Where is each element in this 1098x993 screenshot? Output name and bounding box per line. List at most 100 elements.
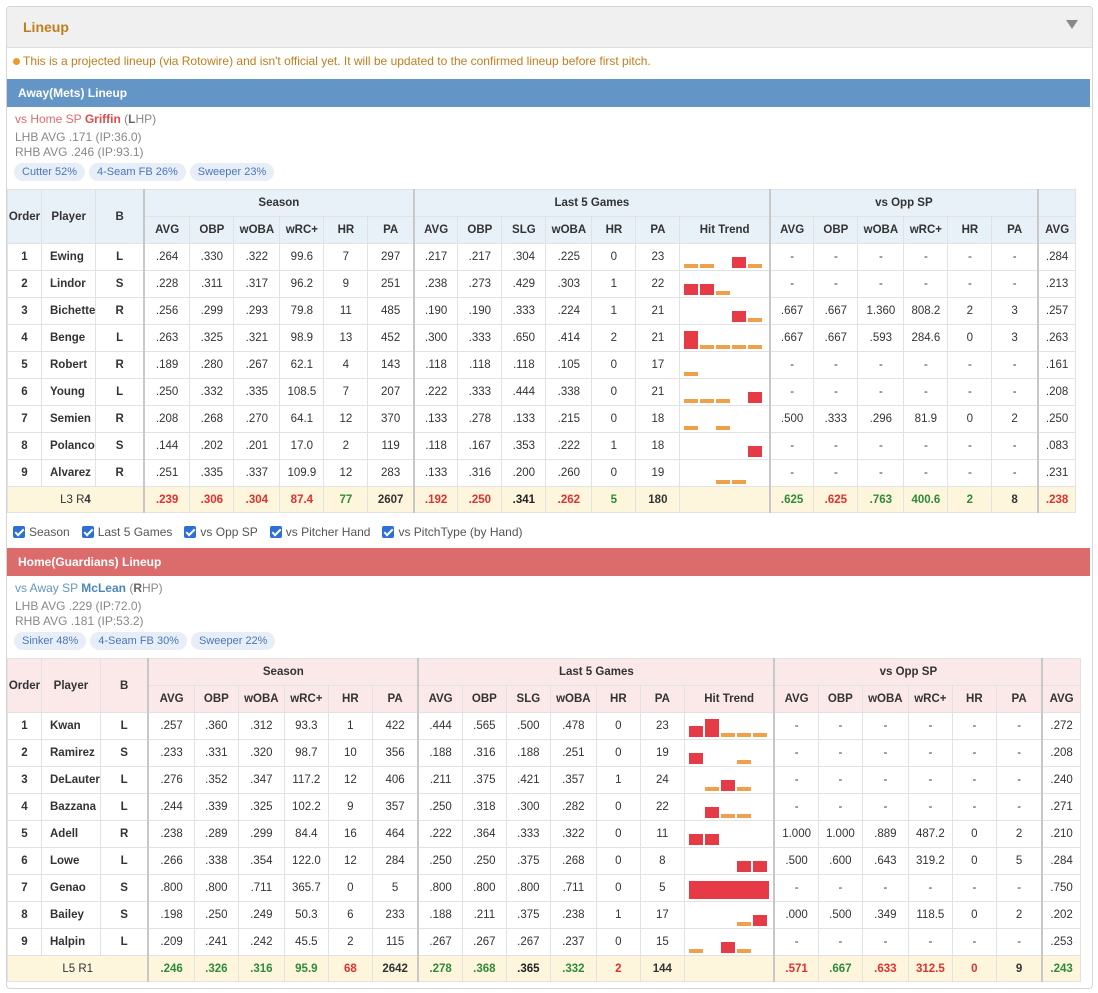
player-name[interactable]: Alvarez xyxy=(40,459,97,487)
table-row[interactable]: 5 Robert R .189.280.267 62.1 4 143.118.118.118… xyxy=(7,351,1077,379)
col-last5-stat[interactable]: SLG xyxy=(501,216,547,244)
col-opp-stat[interactable]: PA xyxy=(991,216,1039,244)
player-name[interactable]: Ramirez xyxy=(41,739,101,767)
table-row[interactable]: 4 Benge L .263.325.321 98.9 13 452.300.333.650… xyxy=(7,324,1077,352)
col-season-stat[interactable]: wRC+ xyxy=(279,216,325,244)
table-row[interactable]: 9 Halpin L .209.241.242 45.5 2 115.267.267.267… xyxy=(7,928,1081,956)
col-last5-stat[interactable]: Hit Trend xyxy=(683,685,775,713)
table-row[interactable]: 2 Ramirez S .233.331.320 98.7 10 356.188.316.1… xyxy=(7,739,1081,767)
col-order[interactable]: Order xyxy=(7,658,42,713)
col-season-stat[interactable]: AVG xyxy=(147,685,195,713)
filter-checkbox[interactable]: Season xyxy=(13,525,70,539)
filter-checkbox[interactable]: vs Pitcher Hand xyxy=(269,525,370,539)
col-season-stat[interactable]: HR xyxy=(323,216,369,244)
col-last5-stat[interactable]: PA xyxy=(639,685,685,713)
checkbox-checked-icon[interactable] xyxy=(81,526,94,538)
collapse-triangle-icon[interactable] xyxy=(1066,20,1078,29)
col-last5-stat[interactable]: SLG xyxy=(505,685,551,713)
col-bat[interactable]: B xyxy=(95,189,145,244)
player-name[interactable]: Semien xyxy=(40,405,97,433)
col-season-stat[interactable]: AVG xyxy=(142,216,191,244)
away-sp-name[interactable]: Griffin xyxy=(84,112,121,126)
table-row[interactable]: 1 Kwan L .257.360.312 93.3 1 422.444.565.500.4… xyxy=(7,712,1081,740)
col-season-stat[interactable]: wRC+ xyxy=(283,685,329,713)
player-name[interactable]: Bazzana xyxy=(41,793,101,821)
total-last5-stat: 180 xyxy=(635,486,681,513)
hit-trend-cell xyxy=(679,297,771,325)
player-name[interactable]: Young xyxy=(40,378,97,406)
table-row[interactable]: 2 Lindor S .228.311.317 96.2 9 251.238.273.429… xyxy=(7,270,1077,298)
col-opp-stat[interactable]: HR xyxy=(951,685,997,713)
checkbox-checked-icon[interactable] xyxy=(269,526,282,538)
checkbox-checked-icon[interactable] xyxy=(13,526,25,538)
col-last5-stat[interactable]: HR xyxy=(591,216,637,244)
col-opp-stat[interactable]: OBP xyxy=(813,216,859,244)
player-name[interactable]: Lowe xyxy=(41,847,101,875)
player-name[interactable]: Kwan xyxy=(41,712,101,740)
col-last5-stat[interactable]: AVG xyxy=(412,216,459,244)
col-opp-stat[interactable]: wRC+ xyxy=(903,216,949,244)
player-name[interactable]: Ewing xyxy=(40,243,97,271)
home-sp-name[interactable]: McLean xyxy=(81,581,126,595)
col-player[interactable]: Player xyxy=(40,189,97,244)
col-last5-stat[interactable]: Hit Trend xyxy=(679,216,771,244)
col-season-stat[interactable]: PA xyxy=(371,685,419,713)
table-row[interactable]: 6 Lowe L .266.338.354 122.0 12 284.250.250.375… xyxy=(7,847,1081,875)
table-row[interactable]: 7 Genao S .800.800.711 365.7 0 5.800.800.800.7… xyxy=(7,874,1081,902)
table-row[interactable]: 5 Adell R .238.289.299 84.4 16 464.222.364.333… xyxy=(7,820,1081,848)
col-last5-stat[interactable]: OBP xyxy=(461,685,507,713)
col-opp-stat[interactable]: HR xyxy=(947,216,993,244)
player-name[interactable]: Adell xyxy=(41,820,101,848)
col-last5-stat[interactable]: wOBA xyxy=(549,685,597,713)
player-name[interactable]: Genao xyxy=(41,874,101,902)
col-season-stat[interactable]: wOBA xyxy=(237,685,285,713)
col-season-stat[interactable]: PA xyxy=(367,216,415,244)
table-row[interactable]: 6 Young L .250.332.335 108.5 7 207.222.333.444… xyxy=(7,378,1077,406)
col-opp-stat[interactable]: AVG xyxy=(768,216,815,244)
col-season-stat[interactable]: HR xyxy=(327,685,373,713)
col-opp-stat[interactable]: OBP xyxy=(817,685,863,713)
filter-checkbox[interactable]: vs PitchType (by Hand) xyxy=(382,525,523,539)
col-opp-stat[interactable]: wRC+ xyxy=(907,685,953,713)
filter-checkbox[interactable]: vs Opp SP xyxy=(184,525,258,539)
col-bat[interactable]: B xyxy=(99,658,149,713)
col-opp-stat[interactable]: PA xyxy=(995,685,1043,713)
player-name[interactable]: Bailey xyxy=(41,901,101,929)
col-season-stat[interactable]: wOBA xyxy=(233,216,281,244)
player-name[interactable]: Robert xyxy=(40,351,97,379)
opp-sp-stat: .643 xyxy=(861,847,909,875)
table-row[interactable]: 9 Alvarez R .251.335.337 109.9 12 283.133.316.… xyxy=(7,459,1077,487)
pitch-pill: Sweeper 23% xyxy=(189,163,275,181)
player-name[interactable]: Polanco xyxy=(40,432,97,460)
checkbox-checked-icon[interactable] xyxy=(382,526,395,538)
col-season-stat[interactable]: OBP xyxy=(189,216,235,244)
table-row[interactable]: 1 Ewing L .264.330.322 99.6 7 297.217.217.304.… xyxy=(7,243,1077,271)
col-last5-stat[interactable]: OBP xyxy=(457,216,503,244)
table-row[interactable]: 3 Bichette R .256.299.293 79.8 11 485.190.190.… xyxy=(7,297,1077,325)
table-row[interactable]: 3 DeLauter L .276.352.347 117.2 12 406.211.375… xyxy=(7,766,1081,794)
col-season-stat[interactable]: OBP xyxy=(193,685,239,713)
col-last5-stat[interactable]: PA xyxy=(635,216,681,244)
filter-checkbox[interactable]: Last 5 Games xyxy=(81,525,172,539)
col-extra-avg[interactable]: AVG xyxy=(1041,685,1081,713)
checkbox-checked-icon[interactable] xyxy=(184,526,197,538)
col-opp-stat[interactable]: wOBA xyxy=(857,216,905,244)
player-name[interactable]: Halpin xyxy=(41,928,101,956)
col-order[interactable]: Order xyxy=(7,189,42,244)
player-name[interactable]: Lindor xyxy=(40,270,97,298)
col-last5-stat[interactable]: wOBA xyxy=(545,216,593,244)
col-opp-stat[interactable]: wOBA xyxy=(861,685,909,713)
player-name[interactable]: Benge xyxy=(40,324,97,352)
table-row[interactable]: 8 Polanco S .144.202.201 17.0 2 119.118.167.35… xyxy=(7,432,1077,460)
col-extra-avg[interactable]: AVG xyxy=(1036,216,1077,244)
player-name[interactable]: DeLauter xyxy=(41,766,101,794)
table-row[interactable]: 8 Bailey S .198.250.249 50.3 6 233.188.211.375… xyxy=(7,901,1081,929)
col-player[interactable]: Player xyxy=(41,658,101,713)
player-name[interactable]: Bichette xyxy=(40,297,97,325)
table-row[interactable]: 4 Bazzana L .244.339.325 102.2 9 357.250.318.3… xyxy=(7,793,1081,821)
col-opp-stat[interactable]: AVG xyxy=(773,685,819,713)
col-last5-stat[interactable]: AVG xyxy=(417,685,463,713)
lineup-panel-header[interactable]: Lineup xyxy=(7,7,1092,48)
col-last5-stat[interactable]: HR xyxy=(595,685,641,713)
table-row[interactable]: 7 Semien R .208.268.270 64.1 12 370.133.278.13… xyxy=(7,405,1077,433)
